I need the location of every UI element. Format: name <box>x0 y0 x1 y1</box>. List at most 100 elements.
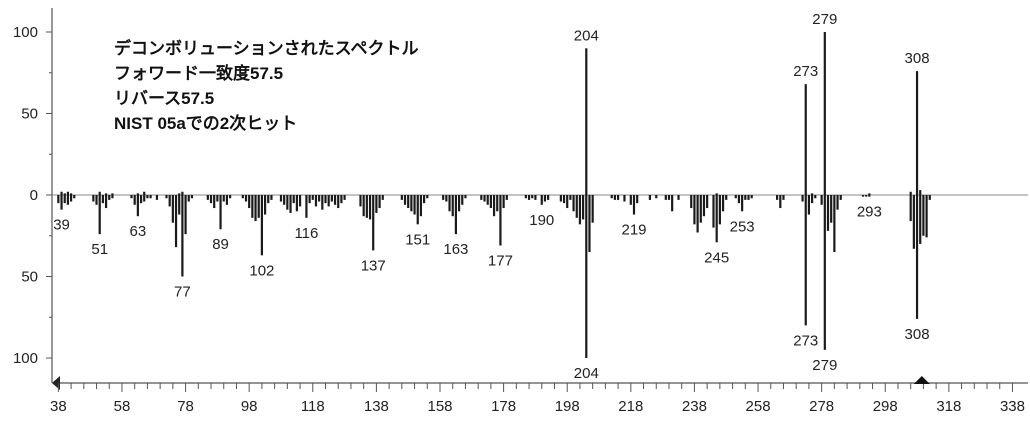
bar-down <box>413 195 416 215</box>
peak-label: 190 <box>529 212 554 229</box>
bar-down <box>715 195 718 243</box>
bar-down <box>442 195 445 200</box>
bar-down <box>547 195 550 200</box>
peak-label: 273 <box>793 332 818 349</box>
bar-down <box>578 195 582 225</box>
bar-up <box>178 193 181 195</box>
bar-down <box>741 195 744 212</box>
bar-up <box>868 193 871 195</box>
bar-down <box>228 195 232 199</box>
bar-down <box>426 195 429 199</box>
peak-label: 253 <box>730 218 755 235</box>
bar-down <box>505 195 508 200</box>
bar-down <box>292 195 295 204</box>
bar-down <box>289 195 292 213</box>
bar-down <box>305 195 308 218</box>
bar-down <box>63 195 66 204</box>
bar-down <box>912 195 915 249</box>
bar-up <box>104 193 108 195</box>
bar-down <box>213 195 216 209</box>
bar-down <box>57 195 60 204</box>
bar-down <box>216 195 219 202</box>
bar-down <box>174 195 178 248</box>
annotation-line-1: デコンボリューションされたスペクトル <box>114 39 419 58</box>
y-tick-label: 100 <box>13 350 38 367</box>
bar-down <box>225 195 229 205</box>
bar-down <box>372 195 375 251</box>
bar-down <box>279 195 283 202</box>
peak-label: 293 <box>857 204 882 221</box>
bar-down <box>311 195 314 200</box>
peak-label: 219 <box>621 222 646 239</box>
y-tick-label: 50 <box>21 269 38 286</box>
bar-down <box>499 195 502 246</box>
bar-down <box>919 195 922 244</box>
bar-down <box>327 195 330 207</box>
bar-down <box>814 195 817 199</box>
bar-down <box>839 195 842 200</box>
bar-down <box>909 195 912 222</box>
bar-down <box>616 195 620 200</box>
bar-down <box>219 195 222 230</box>
bar-down <box>321 195 324 210</box>
x-tick-label: 78 <box>177 398 194 415</box>
peak-label: 163 <box>443 241 468 258</box>
bar-up <box>69 193 73 195</box>
bar-down <box>111 195 114 199</box>
bar-down <box>108 195 111 200</box>
bar-down <box>454 195 458 235</box>
peak-label: 77 <box>174 284 191 301</box>
peak-label: 51 <box>91 241 108 258</box>
bar-down <box>368 195 372 220</box>
bar-down <box>407 195 410 209</box>
peak-label: 102 <box>249 262 274 279</box>
bar-down <box>483 195 486 202</box>
bar-down <box>298 195 302 207</box>
bar-down <box>582 195 585 220</box>
bar-down <box>375 195 378 213</box>
x-tick-label: 118 <box>301 398 325 415</box>
x-tick-label: 138 <box>364 398 389 415</box>
bar-down <box>779 195 782 209</box>
bar-down <box>422 195 426 204</box>
bar-down <box>206 195 209 200</box>
bar-down <box>690 195 693 209</box>
x-tick-label: 298 <box>873 398 898 415</box>
bar-down <box>270 195 273 200</box>
y-tick-label: 100 <box>13 24 38 41</box>
bar-up <box>909 191 912 195</box>
bar-down <box>251 195 254 218</box>
bar-down <box>267 195 270 204</box>
bar-down <box>222 195 225 202</box>
annotation-line-4: NIST 05aでの2次ヒット <box>114 114 298 133</box>
bar-down <box>340 195 343 204</box>
bar-down <box>696 195 699 233</box>
x-tick-label: 158 <box>427 398 452 415</box>
x-tick-label: 98 <box>241 398 258 415</box>
bar-down <box>359 195 362 207</box>
bar-down <box>448 195 451 212</box>
bar-down <box>308 195 311 204</box>
bar-down <box>648 195 652 200</box>
bar-down <box>165 195 168 199</box>
bar-down <box>823 195 826 350</box>
bar-up <box>63 193 66 195</box>
bar-down <box>451 195 454 217</box>
bar-down <box>381 195 384 200</box>
bar-down <box>543 195 547 202</box>
bar-down <box>868 195 871 197</box>
bar-down <box>820 195 823 205</box>
bar-down <box>66 195 70 205</box>
bar-down <box>324 195 327 204</box>
peak-label: 273 <box>793 63 818 80</box>
bar-up <box>810 193 814 195</box>
bar-down <box>629 195 632 205</box>
bar-down <box>671 195 674 212</box>
peak-label: 177 <box>488 253 513 270</box>
bar-down <box>693 195 696 225</box>
bar-down <box>248 195 251 209</box>
x-tick-label: 58 <box>114 398 131 415</box>
bar-down <box>865 195 868 197</box>
peak-label: 89 <box>212 236 229 253</box>
